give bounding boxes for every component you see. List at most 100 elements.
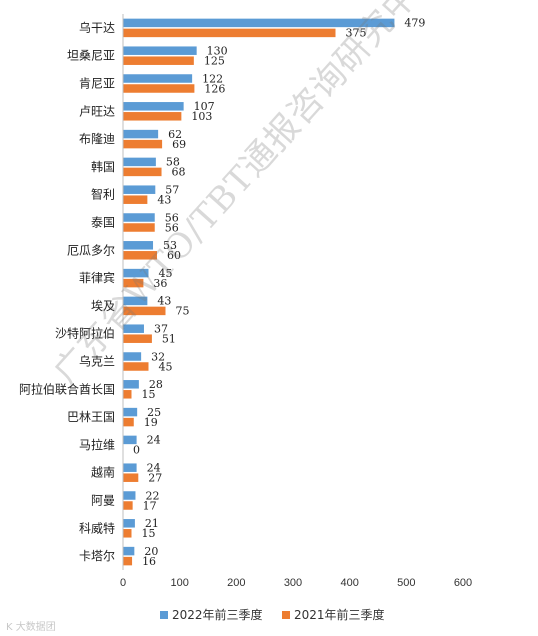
category-label: 肯尼亚	[79, 77, 115, 91]
value-label-2021: 75	[176, 305, 190, 318]
bar-2022	[123, 546, 135, 556]
category-label: 阿曼	[91, 494, 115, 508]
value-label-2022: 130	[207, 44, 228, 57]
bar-2021	[123, 417, 134, 427]
category-labels: 乌干达坦桑尼亚肯尼亚卢旺达布隆迪韩国智利泰国厄瓜多尔菲律宾埃及沙特阿拉伯乌克兰阿…	[19, 20, 115, 563]
category-label: 越南	[91, 465, 115, 480]
value-label-2022: 25	[147, 406, 161, 419]
bar-2021	[123, 473, 139, 482]
bar-2021	[123, 28, 336, 38]
value-label-2022: 20	[144, 545, 158, 558]
bar-2022	[123, 407, 138, 417]
bar-2022	[123, 241, 154, 250]
category-label: 坦桑尼亚	[67, 49, 115, 63]
footer-watermark: K 大数据团	[6, 622, 56, 633]
legend-swatch	[160, 611, 168, 619]
value-label-2021: 51	[162, 332, 176, 345]
bar-2022	[123, 324, 144, 333]
category-label: 沙特阿拉伯	[55, 326, 115, 341]
value-label-2022: 32	[151, 350, 165, 363]
x-tick-label: 200	[227, 577, 245, 589]
category-label: 马拉维	[79, 437, 115, 452]
bar-2022	[123, 463, 137, 472]
bar-2021	[123, 362, 149, 371]
value-label-2021: 15	[142, 527, 156, 540]
bar-2022	[123, 185, 156, 194]
bar-2021	[123, 306, 166, 316]
x-tick-label: 600	[454, 577, 472, 589]
value-label-2021: 103	[191, 110, 212, 123]
value-labels: 4793751301251221261071036269586857435656…	[133, 17, 425, 568]
value-label-2022: 37	[154, 322, 168, 335]
value-label-2021: 16	[142, 555, 156, 568]
bar-2022	[123, 74, 193, 83]
value-label-2022: 21	[145, 517, 159, 530]
value-label-2022: 45	[159, 267, 173, 280]
value-label-2021: 375	[346, 27, 367, 40]
bar-2021	[123, 529, 132, 538]
bar-2022	[123, 268, 149, 278]
legend: 2022年前三季度 2021年前三季度	[160, 607, 385, 622]
value-label-2021: 19	[144, 416, 158, 429]
bar-2021	[123, 56, 194, 65]
value-label-2022: 57	[165, 183, 179, 196]
legend-entry: 2022年前三季度	[172, 607, 263, 622]
bar-2022	[123, 213, 155, 222]
bar-2021	[123, 112, 182, 121]
value-label-2021: 56	[165, 221, 179, 234]
value-label-2022: 24	[147, 461, 161, 474]
category-label: 菲律宾	[79, 270, 115, 285]
bar-2022	[123, 352, 142, 361]
bar-2021	[123, 501, 133, 510]
x-tick-label: 100	[170, 577, 188, 589]
bar-2022	[123, 18, 395, 28]
category-label: 韩国	[91, 159, 115, 174]
x-tick-label: 0	[120, 577, 126, 589]
value-label-2022: 56	[165, 211, 179, 224]
bar-2021	[123, 139, 163, 149]
bar-2021	[123, 278, 144, 288]
value-label-2021: 15	[142, 388, 156, 401]
bars	[123, 18, 395, 566]
value-label-2022: 24	[147, 434, 161, 447]
bar-2022	[123, 129, 159, 139]
value-label-2022: 53	[163, 239, 177, 252]
value-label-2022: 107	[194, 100, 215, 113]
x-tick-label: 300	[284, 577, 302, 589]
value-label-2021: 45	[159, 360, 173, 373]
category-label: 埃及	[91, 299, 115, 313]
value-label-2021: 27	[148, 471, 162, 484]
bar-2021	[123, 167, 162, 177]
category-label: 卢旺达	[79, 103, 115, 118]
category-label: 厄瓜多尔	[67, 242, 115, 257]
value-label-2022: 479	[404, 17, 425, 30]
category-label: 巴林王国	[67, 410, 115, 424]
category-label: 卡塔尔	[79, 548, 115, 563]
value-label-2022: 58	[166, 156, 180, 169]
value-label-2021: 17	[143, 499, 157, 512]
category-label: 泰国	[91, 216, 115, 230]
bar-2022	[123, 435, 137, 445]
legend-entry: 2021年前三季度	[294, 607, 385, 622]
value-label-2021: 125	[204, 54, 225, 67]
category-label: 布隆迪	[79, 131, 115, 146]
value-label-2021: 43	[157, 193, 171, 206]
category-label: 乌干达	[79, 20, 115, 35]
value-label-2022: 43	[157, 295, 171, 308]
value-label-2021: 36	[153, 277, 167, 290]
bar-2021	[123, 195, 148, 204]
bar-2022	[123, 157, 156, 167]
value-label-2022: 62	[168, 128, 182, 141]
category-label: 乌克兰	[79, 354, 115, 369]
value-label-2022: 28	[149, 378, 163, 391]
value-label-2021: 69	[172, 138, 186, 151]
bar-2022	[123, 380, 139, 389]
bar-2021	[123, 556, 133, 566]
category-label: 科威特	[79, 520, 115, 535]
bar-2021	[123, 251, 157, 260]
value-label-2021: 0	[133, 444, 140, 457]
bar-2021	[123, 390, 132, 399]
value-label-2021: 126	[204, 82, 225, 95]
x-tick-labels: 0 100 200 300 400 500 600	[120, 577, 472, 589]
